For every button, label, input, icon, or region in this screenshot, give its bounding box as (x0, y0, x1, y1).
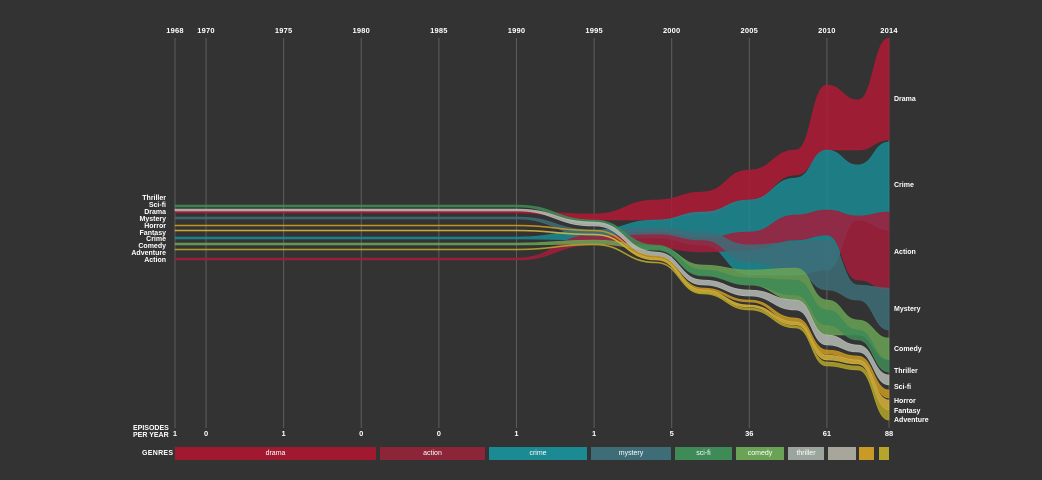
legend-drama[interactable]: drama (175, 447, 376, 460)
right-label-action: Action (894, 249, 916, 256)
episodes-count: 1 (514, 429, 519, 438)
stream-thriller[interactable] (174, 208, 890, 386)
right-label-drama: Drama (894, 96, 916, 103)
year-label: 2014 (880, 26, 898, 35)
right-label-crime: Crime (894, 182, 914, 189)
right-label-horror: Horror (894, 398, 916, 405)
left-label-adventure: Adventure (131, 250, 166, 258)
stream-drama[interactable] (174, 37, 890, 221)
legend-mystery[interactable]: mystery (591, 447, 671, 460)
episodes-count: 1 (591, 429, 597, 438)
episodes-count: 36 (745, 429, 754, 438)
episodes-per-year-title: EPISODES PER YEAR (133, 425, 169, 437)
left-label-thriller: Thriller (142, 195, 166, 202)
left-label-crime: Crime (146, 236, 166, 244)
legend-crime[interactable]: crime (489, 447, 587, 460)
left-label-fantasy: Fantasy (139, 229, 166, 237)
legend-sci-fi[interactable]: sci-fi (675, 447, 732, 460)
right-label-fantasy: Fantasy (894, 408, 921, 415)
stream-mystery[interactable] (174, 216, 890, 331)
year-label: 1990 (507, 26, 526, 35)
episodes-count: 1 (172, 429, 178, 438)
episodes-count: 1 (281, 429, 286, 438)
year-label: 1985 (430, 26, 448, 35)
genres-title: GENRES (142, 450, 174, 457)
year-label: 2005 (740, 26, 759, 35)
year-label: 1968 (166, 26, 184, 35)
episodes-count: 0 (203, 429, 209, 438)
episodes-count: 0 (436, 429, 441, 438)
right-label-sci-fi: Sci-fi (894, 384, 912, 391)
legend-genre-9[interactable] (879, 447, 889, 460)
legend-genre-8[interactable] (859, 447, 874, 460)
year-label: 1975 (274, 26, 293, 35)
legend-thriller[interactable]: thriller (788, 447, 824, 460)
year-label: 1970 (197, 26, 215, 35)
year-label: 1980 (352, 26, 370, 35)
right-label-mystery: Mystery (894, 306, 921, 313)
left-label-comedy: Comedy (138, 243, 166, 251)
stream-adventure[interactable] (174, 243, 890, 421)
episodes-count: 88 (884, 429, 894, 438)
left-label-drama: Drama (144, 208, 166, 216)
episodes-count: 5 (669, 429, 674, 438)
episodes-count: 0 (359, 429, 364, 438)
right-label-thriller: Thriller (894, 368, 918, 375)
year-label: 1995 (585, 26, 603, 35)
episodes-count: 61 (822, 429, 832, 438)
right-label-adventure: Adventure (894, 417, 929, 424)
legend-comedy[interactable]: comedy (736, 447, 784, 460)
left-label-action: Action (144, 257, 166, 265)
right-label-comedy: Comedy (894, 346, 922, 353)
stream-horror[interactable] (174, 224, 890, 399)
legend-action[interactable]: action (380, 447, 485, 460)
year-label: 2010 (818, 26, 836, 35)
year-label: 2000 (662, 26, 681, 35)
left-label-sci-fi: Sci-fi (148, 201, 166, 209)
legend-genre-7[interactable] (828, 447, 856, 460)
left-label-horror: Horror (144, 222, 166, 230)
left-label-mystery: Mystery (139, 215, 166, 223)
